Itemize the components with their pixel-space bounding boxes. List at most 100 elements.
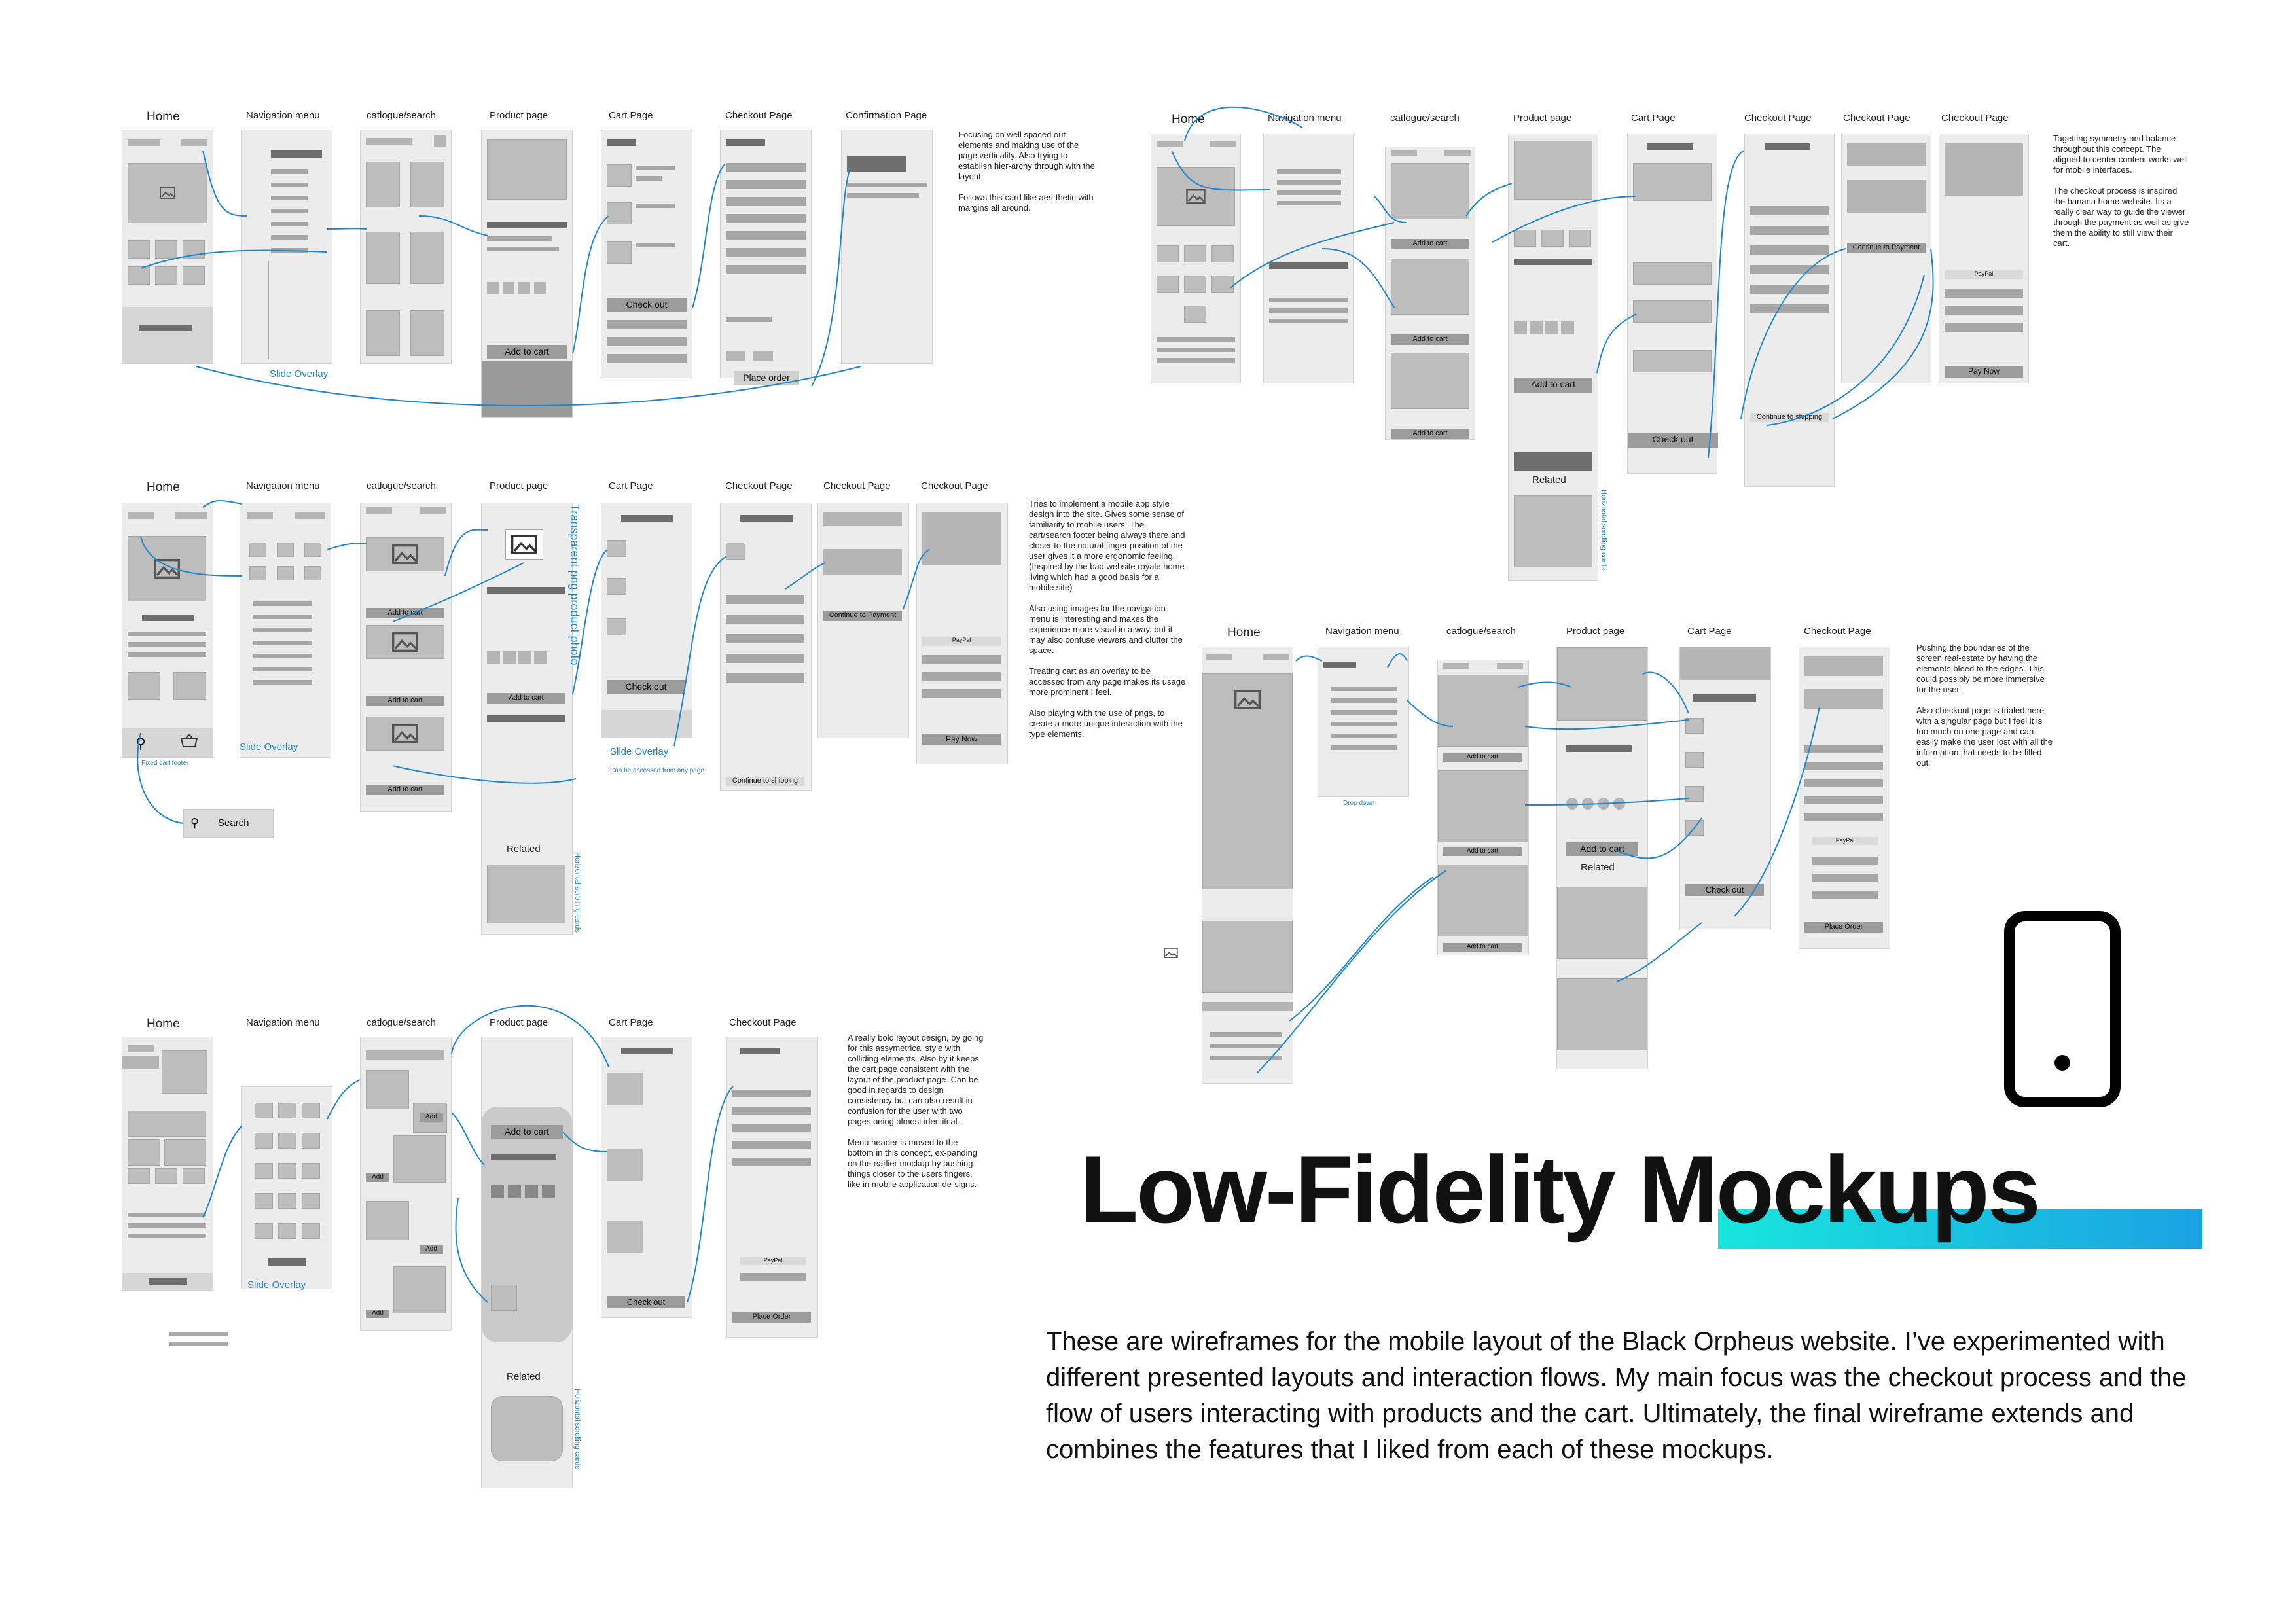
flow-arrow [140,249,328,269]
search-label: Search [218,817,249,829]
flow-arrow [692,163,726,308]
add-button[interactable]: Add [366,1173,389,1182]
add-to-cart-button[interactable]: Add to cart [1443,847,1522,856]
add-to-cart-button[interactable]: Add to cart [491,1125,563,1139]
paypal-button[interactable]: PayPal [922,637,1001,646]
screen-label-checkout-2: Checkout Page [1843,113,1910,124]
flow-arrow [903,549,930,609]
slide-overlay-label: Slide Overlay [247,1279,306,1291]
screen-label-product: Product page [1513,113,1572,124]
check-out-button[interactable]: Check out [1628,433,1718,448]
mockup5-notes: A really bold layout design, by going fo… [848,1033,984,1189]
nav-screen [240,503,331,758]
flow-arrow [1465,183,1513,217]
flow-arrow [455,1197,488,1303]
continue-to-payment-button[interactable]: Continue to Payment [823,611,902,621]
home-screen [122,1037,213,1291]
add-button[interactable]: Add [420,1113,443,1122]
place-order-button[interactable]: Place order [734,371,799,385]
flow-arrow [1518,681,1571,688]
screen-label-checkout-3: Checkout Page [1941,113,2009,124]
check-out-button[interactable]: Check out [607,680,685,694]
add-to-cart-button[interactable]: Add to cart [487,345,567,359]
flow-arrow [196,366,861,406]
screen-label-cart: Cart Page [609,1017,653,1028]
pay-now-button[interactable]: Pay Now [1945,366,2023,378]
add-button[interactable]: Add [366,1310,389,1318]
flow-arrow [451,1005,609,1067]
flow-arrow [1708,150,1745,459]
place-order-button[interactable]: Place Order [1804,922,1883,933]
screen-label-nav: Navigation menu [1325,626,1399,637]
screen-label-home: Home [147,1017,180,1031]
add-to-cart-button[interactable]: Add to cart [1443,753,1522,762]
screen-label-checkout: Checkout Page [725,110,793,121]
paypal-button[interactable]: PayPal [740,1257,806,1265]
page-description: These are wireframes for the mobile layo… [1046,1327,2187,1464]
catalogue-screen: Add to cart Add to cart Add to cart [1385,147,1475,440]
mockup3-notes: Tries to implement a mobile app style de… [1029,499,1186,739]
slide-overlay-cart-label: Slide Overlay [610,746,669,757]
continue-to-payment-button[interactable]: Continue to Payment [1847,243,1926,253]
cart-screen: Check out [601,130,692,378]
paypal-button[interactable]: PayPal [1945,270,2023,279]
add-to-cart-button[interactable]: Add to cart [1391,334,1469,345]
menu-lines [169,1332,228,1336]
basket-icon[interactable] [180,733,198,751]
checkout-screen: PayPal Place Order [726,1037,818,1338]
pay-now-button[interactable]: Pay Now [922,734,1001,745]
mockup2-notes: Tagetting symmetry and balance throughou… [2053,134,2189,248]
continue-to-shipping-button[interactable]: Continue to shipping [726,777,804,786]
add-to-cart-button[interactable]: Add to cart [487,693,565,704]
flow-arrow [392,765,577,784]
flow-arrow [1289,876,1434,1022]
flow-arrow [202,150,248,217]
home-screen [122,130,213,364]
screen-label-nav: Navigation menu [1268,113,1342,124]
flow-arrow [327,228,367,230]
product-screen: Add to cart Related [1556,647,1648,1069]
cart-screen: Check out [1679,647,1771,929]
flow-arrow [572,549,608,694]
paypal-button[interactable]: PayPal [1812,837,1878,845]
screen-label-checkout-1: Checkout Page [725,480,793,491]
flow-arrow [572,215,609,354]
flow-arrow [673,556,727,747]
add-to-cart-button[interactable]: Add to cart [366,696,444,706]
screen-label-catalogue: catlogue/search [367,480,436,491]
add-to-cart-button[interactable]: Add to cart [366,608,444,618]
flow-arrow [1492,196,1637,243]
nav-screen [241,1086,332,1289]
search-bar[interactable]: ⚲ Search [183,809,274,838]
add-to-cart-button[interactable]: Add to cart [366,785,444,795]
screen-label-checkout-2: Checkout Page [823,480,891,491]
add-button[interactable]: Add [420,1245,443,1254]
check-out-button[interactable]: Check out [607,1296,685,1308]
checkout-screen-2: Continue to Payment [1841,134,1931,383]
slide-overlay-label: Slide Overlay [240,741,298,753]
flow-arrow [1171,150,1270,191]
check-out-button[interactable]: Check out [607,298,687,312]
cart-screen: Check out [601,503,692,738]
flow-arrow [451,1112,485,1166]
flow-arrow [1616,922,1702,982]
flow-arrow [1832,248,1934,419]
screen-label-checkout-3: Checkout Page [921,480,988,491]
page-title: Low-Fidelity Mockups [1080,1136,2041,1243]
related-label: Related [1581,862,1615,873]
check-out-button[interactable]: Check out [1685,884,1764,896]
home-screen: ⚲ [122,503,213,758]
flow-arrow [1230,222,1395,289]
flow-arrow [1740,248,1846,419]
flow-arrow [1616,817,1702,859]
flow-arrow [327,543,367,550]
add-to-cart-button[interactable]: Add to cart [1514,378,1592,393]
place-order-button[interactable]: Place Order [732,1312,811,1323]
product-screen: Add to cart Related [481,503,573,935]
add-to-cart-button[interactable]: Add to cart [1443,943,1522,952]
screen-label-product: Product page [1566,626,1625,637]
small-image-icon [1164,948,1178,961]
add-to-cart-button[interactable]: Add to cart [1391,239,1469,249]
flow-arrow [1734,706,1820,917]
add-to-cart-button[interactable]: Add to cart [1391,429,1469,439]
